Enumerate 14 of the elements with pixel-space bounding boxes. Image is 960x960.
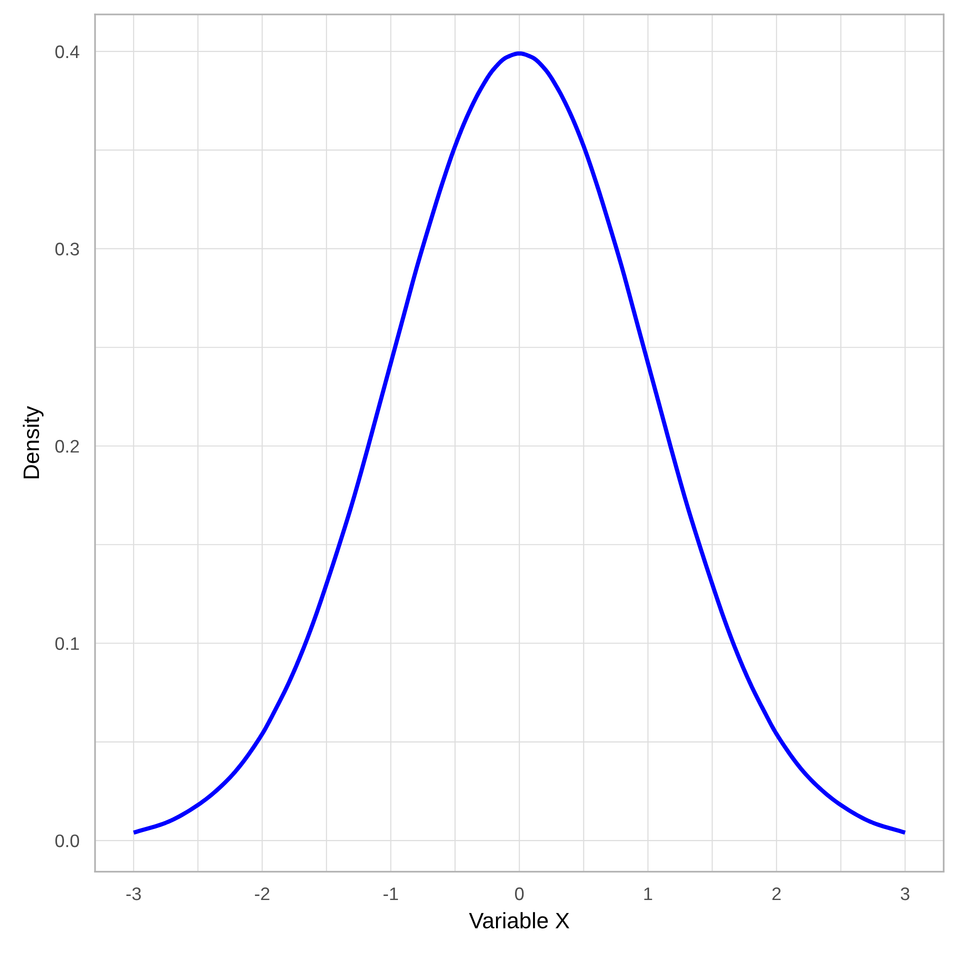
y-tick-label: 0.3 [55,242,79,256]
y-tick-label: 0.1 [55,637,79,650]
x-tick-label: -3 [126,887,141,900]
x-tick-label: 1 [644,888,652,900]
y-tick-label: 0.2 [55,440,79,453]
x-tick-label: -2 [254,887,270,900]
x-axis-title: Variable X [469,912,570,928]
y-tick-label: 0.0 [55,834,80,848]
y-axis-title: Density [22,406,44,478]
x-tick-label: 3 [900,887,910,900]
x-tick-label: 2 [772,887,781,900]
x-tick-label: 0 [515,887,524,900]
y-tick-label: 0.4 [55,45,80,58]
x-tick-label: -1 [384,888,398,900]
